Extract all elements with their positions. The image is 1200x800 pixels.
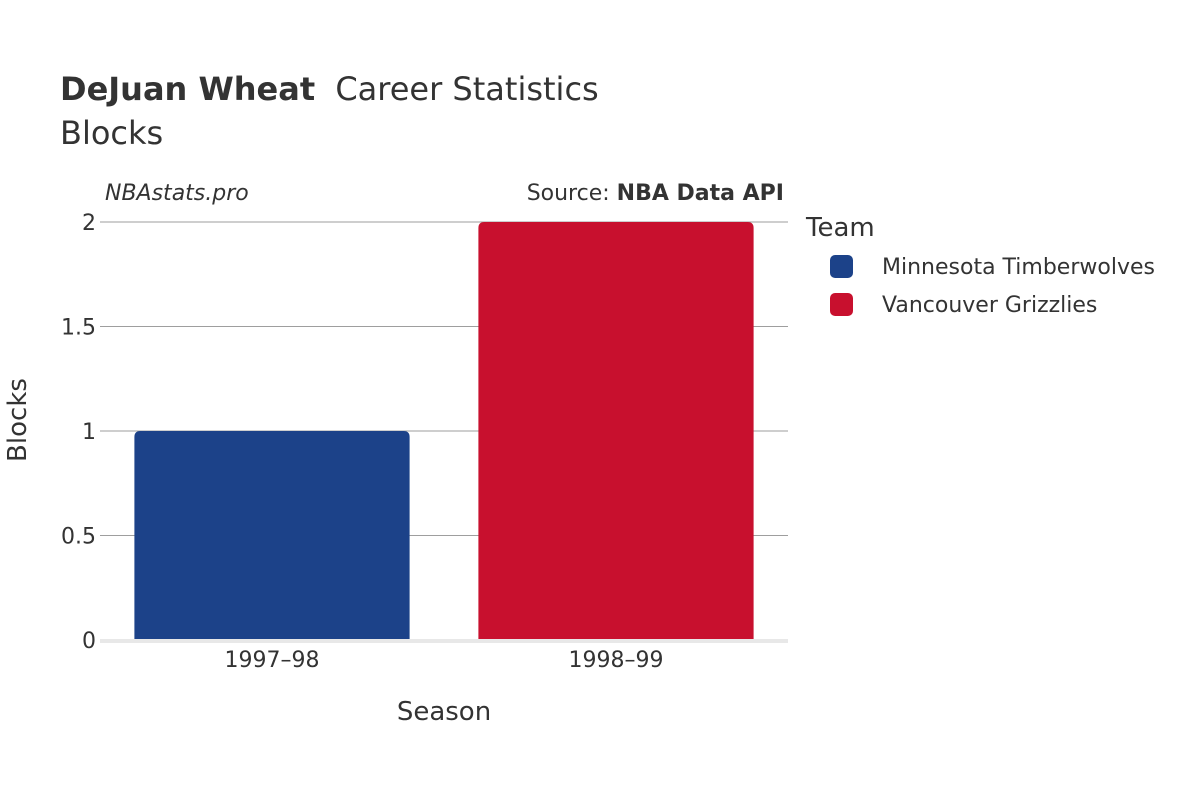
watermark: NBAstats.pro xyxy=(105,181,249,206)
x-tick-label: 1997–98 xyxy=(225,648,320,673)
bar xyxy=(134,431,410,640)
y-tick-label: 1.5 xyxy=(61,316,96,341)
y-tick-label: 0.5 xyxy=(61,525,96,550)
legend-items: Minnesota Timberwolves Vancouver Grizzlie… xyxy=(830,255,1155,318)
bars xyxy=(134,222,754,640)
legend-swatch xyxy=(830,255,853,278)
chart-subtitle: Blocks xyxy=(60,114,163,152)
y-tick-label: 2 xyxy=(82,211,96,236)
chart-title: DeJuan Wheat Career Statistics xyxy=(60,70,599,108)
legend: Team Minnesota Timberwolves Vancouver Gri… xyxy=(805,213,1155,318)
y-tick-label: 0 xyxy=(82,629,96,654)
title-player: DeJuan Wheat xyxy=(60,70,315,108)
source-note: Source: NBA Data API xyxy=(527,181,784,206)
y-axis-title: Blocks xyxy=(3,378,33,462)
axes: 0 0.5 1 1.5 2 1997–98 1998–99 xyxy=(61,211,788,673)
legend-swatch xyxy=(830,293,853,316)
source-name: NBA Data API xyxy=(617,181,784,206)
bar xyxy=(478,222,754,640)
title-rest: Career Statistics xyxy=(335,70,598,108)
legend-label: Vancouver Grizzlies xyxy=(882,293,1097,318)
source-prefix: Source: xyxy=(527,181,617,206)
x-axis-title: Season xyxy=(397,697,491,727)
y-tick-label: 1 xyxy=(82,420,96,445)
x-tick-label: 1998–99 xyxy=(569,648,664,673)
legend-label: Minnesota Timberwolves xyxy=(882,255,1155,280)
legend-title: Team xyxy=(805,213,875,243)
